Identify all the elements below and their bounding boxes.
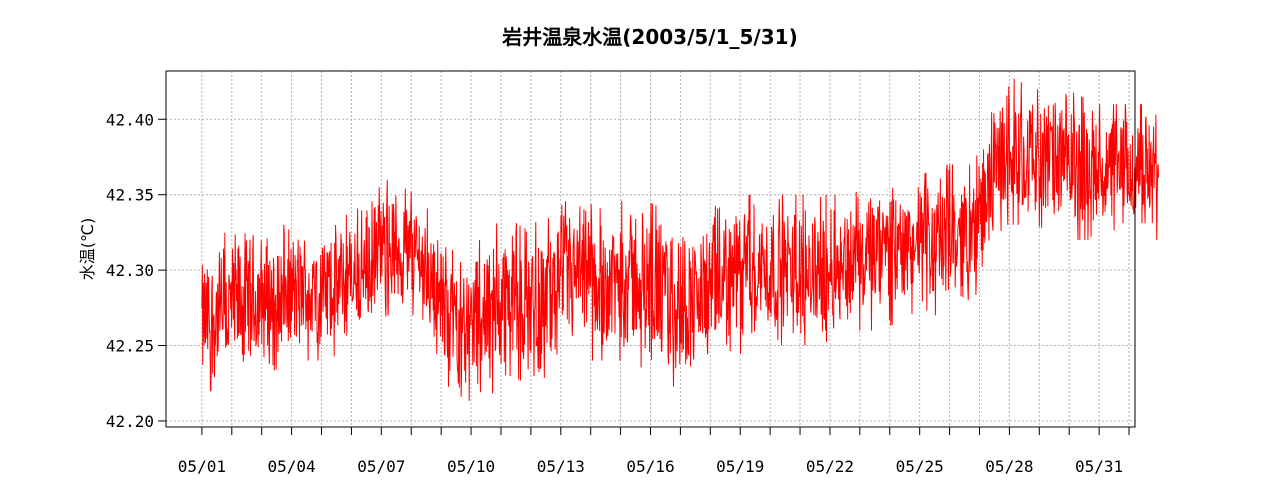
data-layer [201,78,1160,401]
x-tick-label: 05/19 [716,457,764,476]
x-tick-label: 05/22 [806,457,854,476]
y-tick-label: 42.30 [106,261,154,280]
x-axis: 05/01 05/04 05/07 05/10 05/13 05/16 05/19 05/22… [178,427,1130,476]
x-tick-label: 05/04 [268,457,316,476]
y-tick-label: 42.20 [106,412,154,431]
x-tick-label: 05/01 [178,457,226,476]
x-tick-label: 05/10 [447,457,495,476]
x-tick-label: 05/31 [1075,457,1123,476]
x-tick-label: 05/07 [357,457,405,476]
y-tick-label: 42.25 [106,337,154,356]
y-tick-label: 42.40 [106,110,154,129]
y-tick-label: 42.35 [106,186,154,205]
y-axis-label: 水温(℃) [78,218,97,280]
x-tick-label: 05/16 [626,457,674,476]
series-line [201,78,1160,401]
chart-title: 岩井温泉水温(2003/5/1_5/31) [501,25,797,49]
x-tick-label: 05/25 [896,457,944,476]
y-axis: 42.20 42.25 42.30 42.35 42.40 [106,110,166,431]
x-tick-label: 05/13 [537,457,585,476]
x-tick-label: 05/28 [985,457,1033,476]
